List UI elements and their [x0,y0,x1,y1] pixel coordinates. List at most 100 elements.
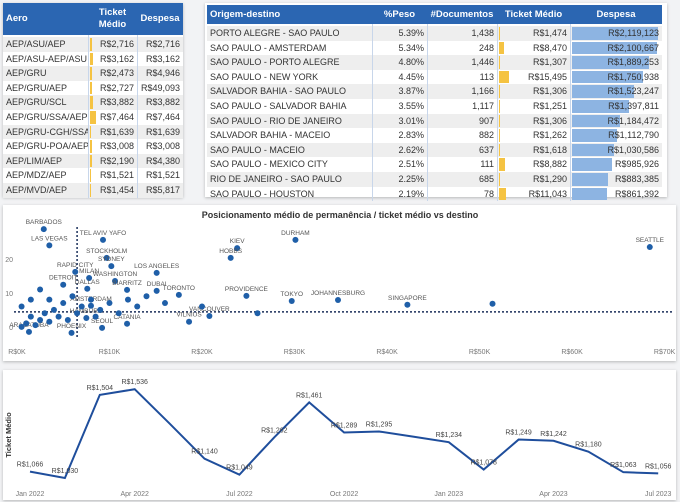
table-cell: 78 [483,188,494,199]
point [206,312,213,319]
point [124,296,131,303]
row-stripe [3,153,183,169]
table-cell: 2.51% [398,159,424,170]
table-cell: SAO PAULO - MEXICO CITY [210,159,328,170]
point [23,320,30,327]
table-cell: R$1,521 [145,170,180,181]
point [175,291,182,298]
data-bar [499,114,500,128]
table-cell: R$4,380 [145,155,180,166]
table-cell: R$985,926 [614,159,659,170]
table-cell: 1,438 [471,28,494,38]
data-label: R$1,262 [261,427,288,434]
data-bar [90,184,92,197]
point-label: DALLAS [75,279,101,286]
column-divider [372,24,373,202]
point [153,287,160,294]
data-bar [90,154,92,168]
table-cell: 3.01% [398,115,424,126]
table-cell: SAO PAULO - SALVADOR BAHIA [210,101,347,111]
table-cell: R$1,750,938 [607,71,659,82]
data-label: R$1,063 [610,462,637,469]
data-bar [90,111,96,124]
table-cell: AEP/ASU-AEP/ASU [6,53,88,64]
x-tick-label: R$60K [561,349,583,356]
point [87,296,94,303]
table-cell: R$4,946 [145,68,180,79]
table-cell: R$15,495 [527,71,567,82]
point-label: TORONTO [163,285,195,292]
table-cell: R$1,618 [532,144,567,155]
row-stripe [3,37,183,52]
column-divider [137,35,138,198]
data-label: R$1,295 [366,421,393,428]
data-label: R$1,078 [470,460,497,467]
data-bar [572,27,658,40]
table-cell: AEP/GRU/SSA/AEP [6,112,88,122]
table-cell: 4.80% [398,57,424,68]
table-cell: SAO PAULO - HOUSTON [210,188,315,199]
point-label: LAS VEGAS [31,235,68,242]
point [292,236,299,243]
table-cell: 5.34% [398,42,424,53]
data-bar [499,143,501,157]
point [83,314,90,321]
x-tick-label: R$0K [8,349,26,356]
column-header: Despesa [570,5,662,24]
table-cell: AEP/LIM/AEP [6,155,63,166]
data-bar [499,70,509,84]
point [68,329,75,336]
point [198,303,205,310]
line [29,388,659,480]
column-divider [427,24,428,202]
x-tick-label: R$10K [99,349,121,356]
y-tick-label: 20 [5,257,13,264]
data-bar [90,81,93,95]
table-cell: 1,117 [472,101,494,111]
table-cell: 113 [479,71,494,82]
point-label: VANCOUVER [189,306,230,313]
point-label: TOKYO [280,291,303,298]
table-cell: R$861,392 [614,188,659,199]
point [92,313,99,320]
table-cell: R$3,162 [145,53,180,64]
column-divider [88,35,89,198]
table-cell: 685 [478,174,494,184]
x-tick-label: Jul 2023 [645,491,672,498]
point [106,300,113,307]
point-label: PHOENIX [57,323,87,330]
point-label: PROVIDENCE [225,286,269,293]
point [40,226,47,233]
data-label: R$1,536 [121,379,148,386]
table-cell: AEP/GRU-CGH/SSA [6,126,88,137]
row-stripe [3,66,183,81]
table-cell: AEP/GRU/SCL [6,97,67,108]
table-cell: R$3,008 [99,141,134,152]
table-cell: SAO PAULO - PORTO ALEGRE [210,57,340,68]
column-header: Ticket Médio [88,3,137,35]
table-cell: R$49,093 [140,82,180,93]
data-bar [90,52,93,66]
table-cell: R$1,307 [532,57,567,68]
data-bar [90,67,92,80]
data-bar [499,85,500,98]
table-cell: R$8,470 [532,42,567,53]
point-label: SEOUL [91,318,113,325]
column-header: Despesa [137,3,183,35]
column-header: Aero [3,3,88,35]
table-cell: SALVADOR BAHIA - SAO PAULO [210,86,347,97]
point-label: STOCKHOLM [86,248,127,255]
point [234,245,241,252]
data-label: R$1,461 [296,392,323,399]
table-cell: 3.87% [398,86,424,97]
table-cell: R$1,112,790 [608,130,659,141]
table-cell: R$3,882 [99,97,134,108]
table-cell: R$1,639 [99,126,134,137]
x-tick-label: Jan 2023 [434,491,463,498]
point-label: SINGAPORE [388,295,427,302]
data-bar [572,100,629,113]
column-header: %Peso [372,5,427,24]
table-cell: R$3,008 [145,141,180,152]
column-header: #Documentos [427,5,497,24]
